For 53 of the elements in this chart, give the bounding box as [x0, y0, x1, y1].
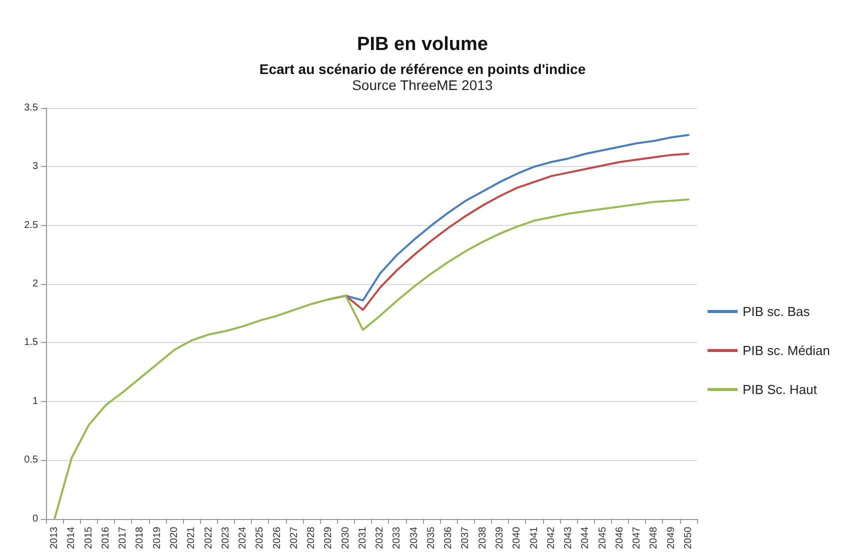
x-tick-label: 2031 — [357, 526, 368, 550]
x-tick-label: 2015 — [83, 526, 94, 550]
x-tick-label: 2039 — [494, 526, 506, 550]
legend-label: PIB Sc. Haut — [742, 382, 818, 397]
x-tick-label: 2046 — [614, 526, 626, 550]
x-tick-label: 2050 — [682, 526, 694, 550]
x-tick-label: 2043 — [563, 526, 574, 550]
x-tick-label: 2038 — [477, 526, 488, 550]
x-tick-label: 2029 — [323, 526, 334, 550]
y-tick-label: 3.5 — [24, 102, 38, 114]
x-tick-label: 2019 — [152, 526, 163, 550]
y-tick-label: 3 — [32, 161, 38, 172]
x-tick-label: 2026 — [272, 526, 283, 550]
x-tick-label: 2024 — [238, 526, 249, 550]
x-tick-label: 2049 — [666, 526, 677, 550]
legend-label: PIB sc. Bas — [742, 304, 810, 319]
chart-title: PIB en volume — [357, 34, 488, 55]
x-tick-label: 2028 — [306, 526, 318, 550]
x-tick-label: 2040 — [512, 526, 523, 550]
x-tick-label: 2027 — [288, 526, 300, 550]
x-tick-label: 2047 — [632, 526, 643, 550]
y-tick-label: 1.5 — [24, 337, 38, 348]
y-tick-label: 2 — [32, 278, 38, 290]
x-tick-label: 2032 — [374, 526, 386, 550]
x-tick-label: 2045 — [597, 526, 608, 550]
line-series — [54, 198, 690, 520]
x-tick-label: 2048 — [648, 526, 660, 550]
x-tick-label: 2033 — [392, 526, 403, 550]
chart-subtitle: Ecart au scénario de référence en points d'indice — [259, 61, 586, 77]
x-tick-label: 2042 — [546, 526, 557, 550]
y-tick-label: 1 — [32, 396, 38, 407]
x-tick-label: 2016 — [100, 526, 112, 550]
x-tick-label: 2021 — [186, 526, 198, 550]
source-note: Source ThreeME 2013 — [352, 77, 493, 93]
x-tick-label: 2030 — [340, 526, 352, 550]
x-tick-label: 2036 — [443, 526, 454, 550]
x-tick-label: 2044 — [580, 526, 592, 550]
x-tick-label: 2023 — [220, 526, 232, 550]
legend-label: PIB sc. Médian — [742, 343, 830, 358]
x-tick-label: 2017 — [118, 526, 129, 550]
x-tick-label: 2013 — [49, 526, 60, 550]
x-tick-label: 2041 — [528, 526, 540, 550]
y-tick-label: 2.5 — [24, 220, 38, 231]
x-tick-label: 2034 — [408, 526, 420, 550]
y-tick-label: 0 — [32, 513, 38, 524]
x-tick-label: 2022 — [203, 526, 214, 550]
y-tick-label: 0.5 — [24, 454, 38, 466]
x-tick-label: 2037 — [460, 526, 472, 550]
x-tick-label: 2014 — [66, 526, 78, 550]
x-tick-label: 2018 — [134, 526, 146, 550]
x-tick-label: 2025 — [254, 526, 266, 550]
x-tick-label: 2020 — [168, 526, 180, 550]
x-tick-label: 2035 — [426, 526, 437, 550]
